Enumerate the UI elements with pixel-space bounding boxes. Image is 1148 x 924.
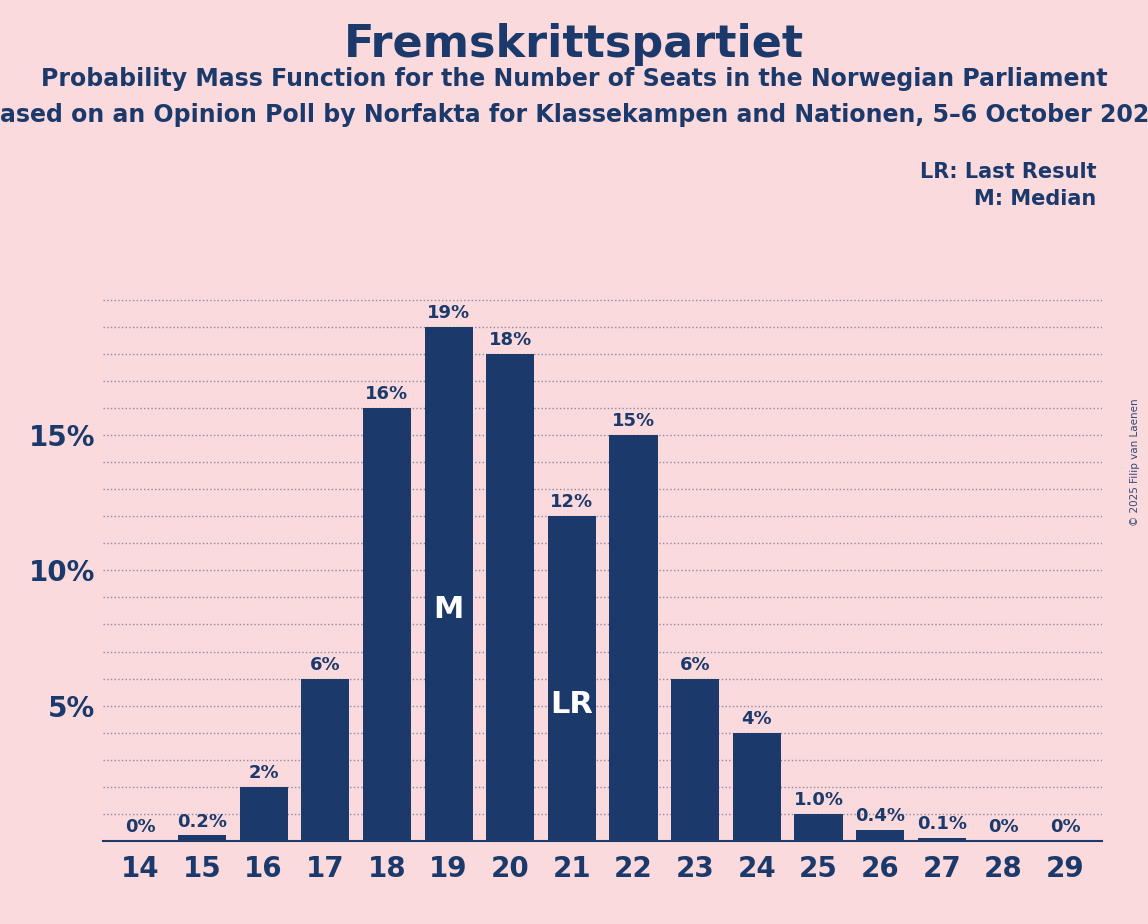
Bar (610, 435, 658, 841)
Text: 6%: 6% (310, 656, 341, 674)
Text: © 2025 Filip van Laenen: © 2025 Filip van Laenen (1130, 398, 1140, 526)
Bar (425, 327, 473, 841)
Text: 16%: 16% (365, 385, 409, 403)
Bar (732, 733, 781, 841)
Text: 4%: 4% (742, 710, 773, 728)
Text: 12%: 12% (550, 493, 594, 512)
Text: 0%: 0% (1049, 818, 1080, 836)
Text: LR: Last Result: LR: Last Result (920, 162, 1096, 182)
Text: M: Median: M: Median (975, 189, 1096, 210)
Text: 2%: 2% (248, 764, 279, 782)
Text: 0.2%: 0.2% (177, 812, 227, 831)
Text: LR: LR (550, 690, 594, 719)
Text: Probability Mass Function for the Number of Seats in the Norwegian Parliament: Probability Mass Function for the Number… (40, 67, 1108, 91)
Bar (240, 786, 288, 841)
Text: 0.4%: 0.4% (855, 808, 905, 825)
Text: 0%: 0% (125, 818, 156, 836)
Text: 15%: 15% (612, 412, 656, 431)
Bar (672, 678, 719, 841)
Bar (548, 517, 596, 841)
Bar (178, 835, 226, 841)
Bar (794, 814, 843, 841)
Bar (487, 354, 534, 841)
Text: Fremskrittspartiet: Fremskrittspartiet (344, 23, 804, 67)
Text: 6%: 6% (680, 656, 711, 674)
Text: Based on an Opinion Poll by Norfakta for Klassekampen and Nationen, 5–6 October : Based on an Opinion Poll by Norfakta for… (0, 103, 1148, 128)
Bar (301, 678, 349, 841)
Bar (856, 830, 905, 841)
Text: 0.1%: 0.1% (917, 815, 967, 833)
Text: 1.0%: 1.0% (793, 791, 844, 808)
Text: 18%: 18% (489, 331, 532, 349)
Text: M: M (434, 595, 464, 624)
Bar (363, 408, 411, 841)
Text: 0%: 0% (988, 818, 1018, 836)
Bar (917, 838, 965, 841)
Text: 19%: 19% (427, 304, 471, 322)
